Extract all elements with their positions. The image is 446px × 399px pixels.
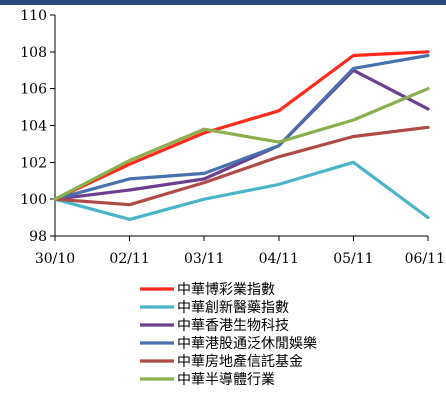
legend-item: 中華博彩業指數: [140, 281, 275, 298]
header-bar: [0, 0, 446, 5]
legend-item: 中華創新醫藥指數: [140, 300, 289, 316]
series-layer: [53, 50, 430, 221]
x-tick-label: 02/11: [109, 251, 149, 267]
y-tick-label: 106: [20, 82, 47, 98]
y-tick-label: 100: [20, 192, 47, 208]
legend-label: 中華半導體行業: [177, 372, 275, 388]
series-line-5: [53, 87, 430, 201]
series-line-4: [53, 125, 430, 207]
y-tick-label: 104: [20, 119, 47, 135]
x-tick-label: 06/11: [405, 251, 445, 267]
series-line-2: [53, 68, 430, 201]
legend-item: 中華港股通泛休閒娛樂: [140, 335, 317, 352]
legend-label: 中華創新醫藥指數: [177, 300, 289, 316]
x-tick-label: 04/11: [259, 251, 299, 267]
legend-label: 中華博彩業指數: [177, 281, 275, 298]
series-line-1: [53, 160, 430, 221]
y-tick-label: 108: [20, 45, 47, 61]
series-line-0: [53, 50, 430, 201]
legend-label: 中華房地產信託基金: [177, 353, 303, 370]
x-axis: 30/10 02/11 03/11 04/11 05/11 06/11: [35, 235, 445, 267]
x-tick-label: 05/11: [333, 251, 373, 267]
x-tick-label: 30/10: [35, 251, 75, 267]
y-tick-label: 102: [20, 155, 47, 171]
y-tick-label: 110: [20, 8, 47, 24]
legend-item: 中華香港生物科技: [140, 318, 289, 334]
y-axis: 98 100 102 104 106 108 110: [20, 8, 56, 245]
legend-label: 中華港股通泛休閒娛樂: [177, 335, 317, 352]
legend-item: 中華半導體行業: [140, 372, 275, 388]
y-tick-label: 98: [29, 229, 47, 245]
x-tick-label: 03/11: [184, 251, 224, 267]
legend-item: 中華房地產信託基金: [140, 353, 303, 370]
legend-label: 中華香港生物科技: [177, 318, 289, 334]
series-line-3: [53, 53, 430, 201]
legend: 中華博彩業指數中華創新醫藥指數中華香港生物科技中華港股通泛休閒娛樂中華房地產信託…: [140, 281, 317, 388]
